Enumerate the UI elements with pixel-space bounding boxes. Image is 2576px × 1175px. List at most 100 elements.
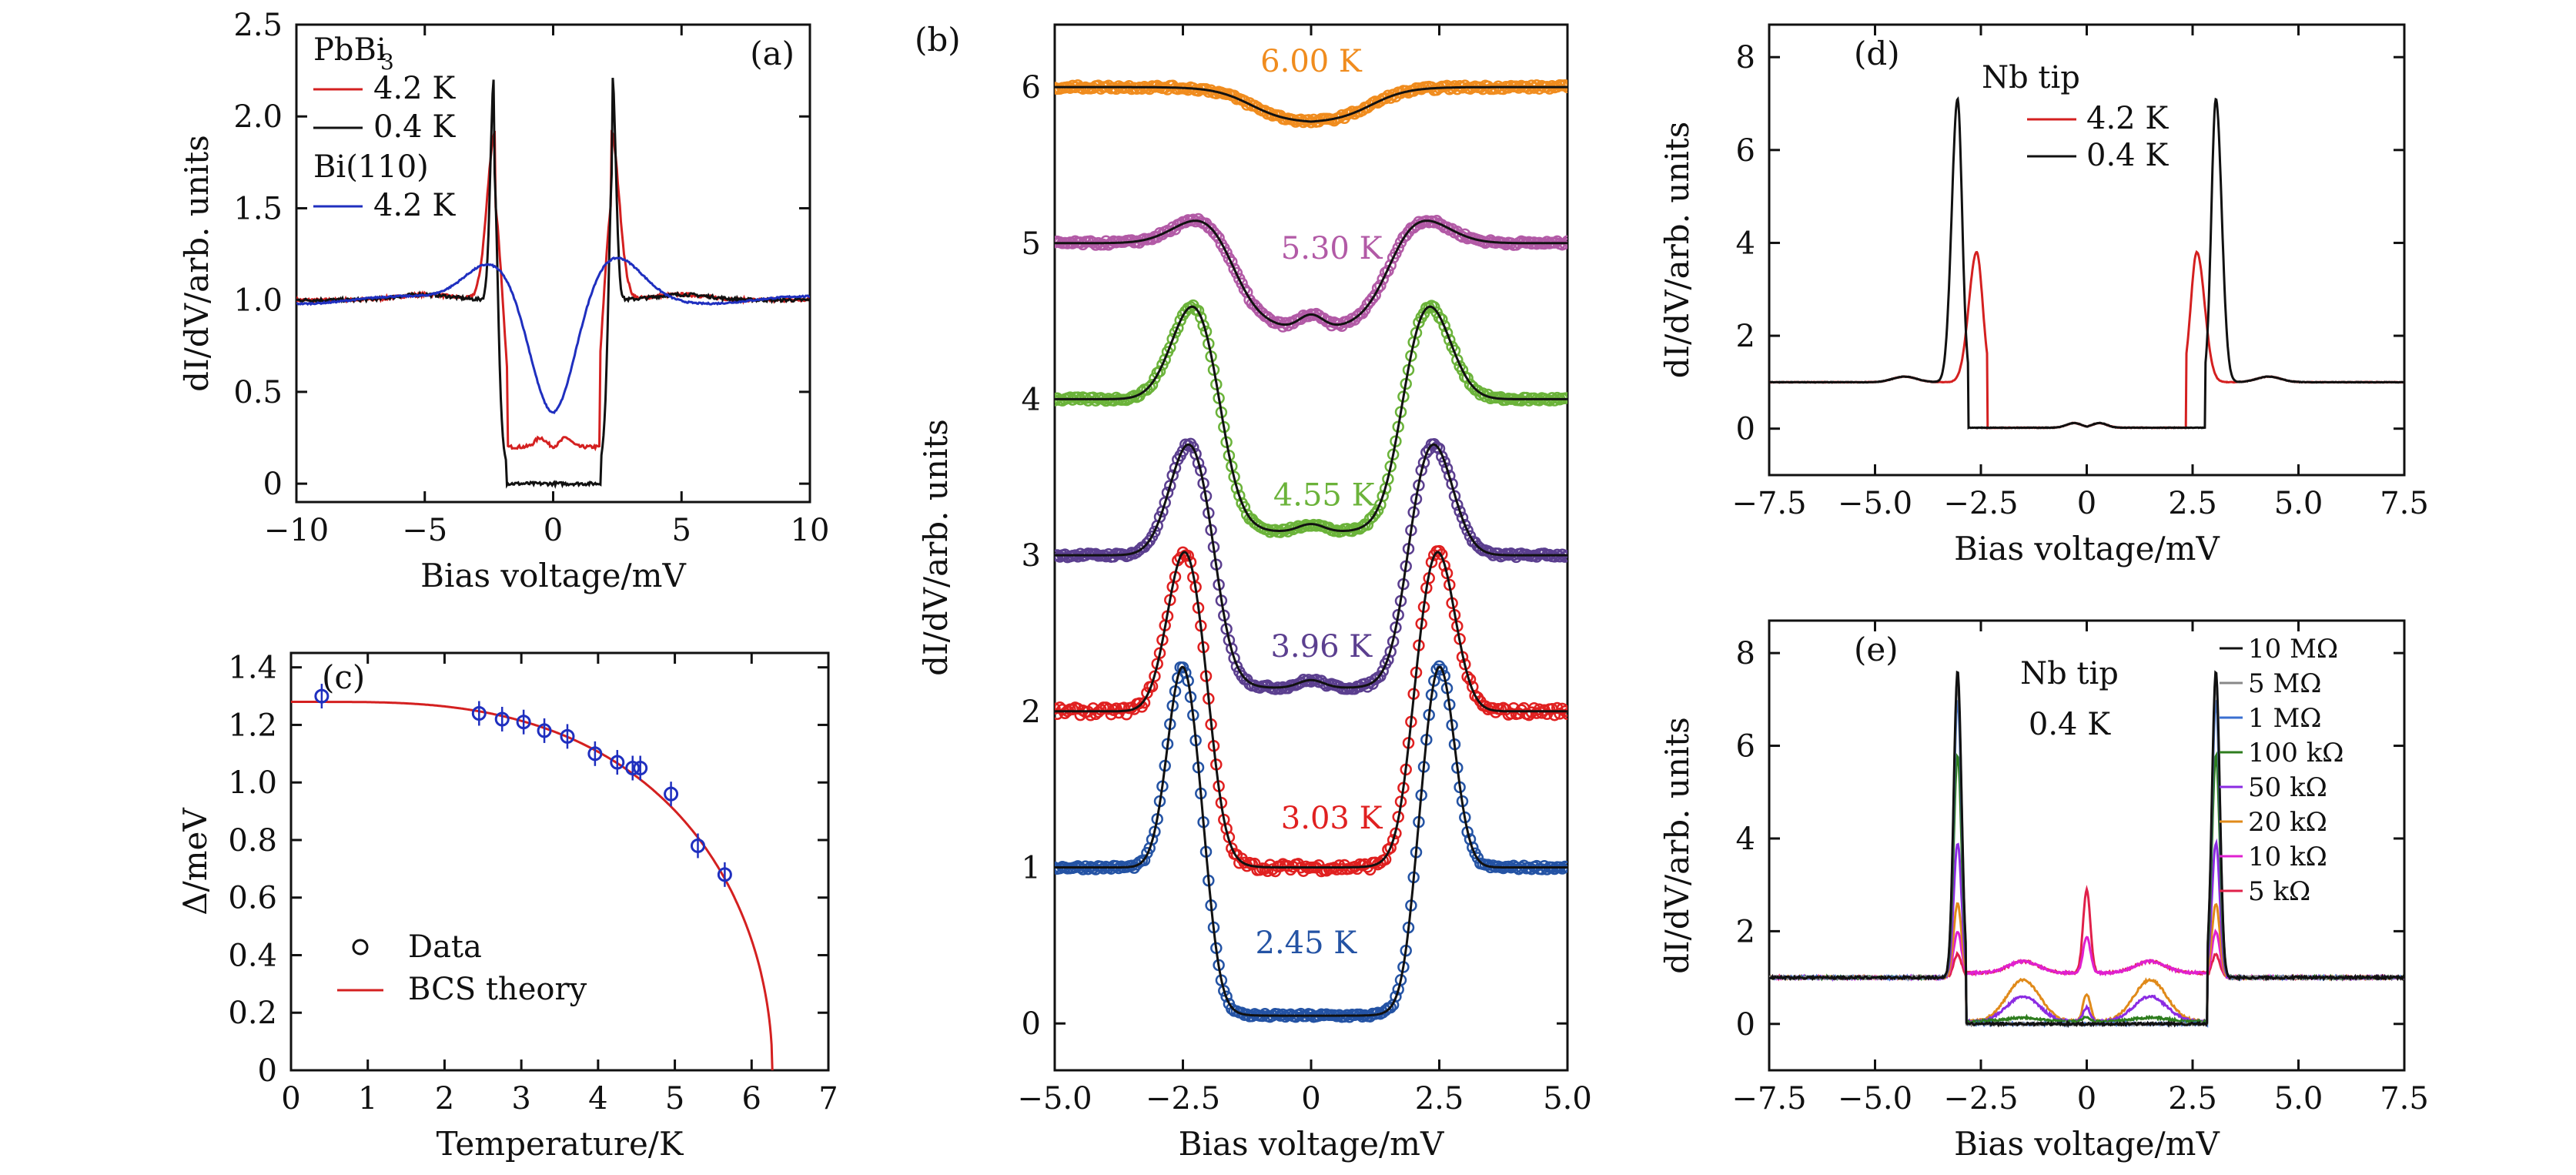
y-axis-label: dI/dV/arb. units	[1658, 122, 1696, 379]
data-point	[1433, 442, 1446, 455]
fit-line	[1055, 551, 1567, 869]
y-tick-label: 1.0	[233, 283, 283, 319]
data-point	[1236, 277, 1248, 290]
data-point	[1548, 708, 1561, 721]
data-point	[1384, 842, 1397, 854]
data-point	[1410, 326, 1423, 340]
y-tick-label: 2	[1736, 319, 1755, 354]
legend-entry: BCS theory	[408, 972, 587, 1007]
data-point	[1561, 708, 1567, 721]
legend-entry: 10 MΩ	[2248, 634, 2338, 664]
y-axis-label: dI/dV/arb. units	[1658, 717, 1696, 974]
data-point	[314, 688, 330, 704]
x-tick-label: −2.5	[1146, 1081, 1220, 1116]
y-tick-label: 1	[1022, 851, 1041, 886]
legend-group: Bi(110)	[313, 149, 429, 185]
series-label: 2.45 K	[1256, 926, 1358, 961]
data-point	[1438, 456, 1450, 468]
data-point	[1099, 394, 1112, 407]
x-axis-label: Bias voltage/mV	[1179, 1125, 1444, 1163]
series-points	[1055, 213, 1567, 333]
y-tick-label: 2.0	[233, 99, 283, 135]
data-point	[1467, 841, 1479, 854]
y-axis-label: dI/dV/arb. units	[917, 419, 955, 676]
x-tick-label: −5.0	[1017, 1081, 1092, 1116]
panel-a: −10 −5 0 5 10 0 0.5 1.0 1.5 2.0 2.5 Bias voltage/mV…	[178, 8, 829, 594]
plot-frame	[289, 651, 830, 1072]
x-tick-label: 2.5	[2168, 486, 2217, 521]
y-tick-label: 0	[1736, 412, 1755, 447]
x-tick-label: −7.5	[1731, 1081, 1806, 1116]
data-point	[1369, 289, 1381, 302]
data-point	[1454, 505, 1466, 517]
y-tick-label: 0	[263, 467, 283, 502]
legend-entry: 20 kΩ	[2248, 807, 2327, 838]
x-tick-label: −2.5	[1943, 486, 2018, 521]
data-point	[717, 867, 732, 882]
series-label: 6.00 K	[1260, 44, 1363, 79]
x-axis-label: Temperature/K	[437, 1125, 684, 1163]
panel-d: −7.5 −5.0 −2.5 0 2.5 5.0 7.5 0 2 4 6 8 Bias voltage/…	[1658, 23, 2429, 567]
data-point	[1138, 854, 1151, 867]
panel-label: (c)	[322, 658, 365, 696]
data-point	[1371, 504, 1384, 517]
series-line	[1769, 928, 2404, 982]
data-point	[1072, 551, 1084, 563]
data-point	[1182, 549, 1194, 562]
series-line	[1769, 249, 2404, 430]
legend-entry: 0.4 K	[373, 109, 456, 145]
fit-line	[1055, 443, 1567, 689]
legend-entry: 100 kΩ	[2248, 738, 2344, 768]
data-point	[1174, 314, 1186, 326]
bcs-fit-line	[291, 701, 774, 1070]
x-tick-label: −10	[264, 513, 329, 548]
y-tick-label: 0.8	[228, 823, 277, 859]
data-point	[1377, 273, 1389, 286]
data-point	[1390, 990, 1402, 1003]
panel-e: −7.5 −5.0 −2.5 0 2.5 5.0 7.5 0 2 4 6 8 Bias voltage/…	[1658, 619, 2429, 1163]
legend-title: Nb tip	[1982, 60, 2080, 95]
data-point	[494, 711, 510, 727]
data-point	[471, 705, 487, 721]
data-point	[1377, 490, 1389, 503]
x-tick-label: 5.0	[1543, 1081, 1592, 1116]
series-line	[1769, 670, 2404, 1029]
data-point	[1146, 379, 1159, 391]
x-tick-label: 0	[2077, 486, 2096, 521]
data-point	[1479, 700, 1492, 712]
legend-entry: 1 MΩ	[2248, 703, 2321, 734]
x-tick-label: 0	[1301, 1081, 1320, 1116]
x-tick-label: 2	[435, 1081, 454, 1116]
x-axis-label: Bias voltage/mV	[1954, 1125, 2220, 1163]
y-axis-label: dI/dV/arb. units	[178, 135, 216, 392]
data-point	[1240, 286, 1253, 299]
data-point	[516, 715, 531, 730]
data-point	[1164, 480, 1176, 492]
x-tick-label: 3	[511, 1081, 530, 1116]
plot-area	[1769, 670, 2404, 1029]
y-tick-label: 6	[1022, 70, 1041, 105]
y-tick-label: 3	[1022, 538, 1041, 574]
data-point	[1187, 441, 1199, 454]
legend-entry: 5 MΩ	[2248, 668, 2321, 699]
data-point	[1166, 333, 1179, 346]
data-point	[1461, 372, 1474, 384]
series-label: 3.03 K	[1281, 801, 1383, 836]
x-tick-label: −5	[402, 513, 447, 548]
y-tick-label: 8	[1736, 636, 1755, 671]
panel-label: (d)	[1854, 35, 1900, 72]
series-label: 4.55 K	[1273, 477, 1376, 513]
data-point	[625, 761, 641, 776]
data-point	[1377, 664, 1389, 678]
data-point	[1461, 524, 1474, 537]
data-point	[1433, 311, 1446, 324]
x-tick-label: 1	[358, 1081, 377, 1116]
data-point	[1230, 266, 1243, 280]
x-tick-label: 5	[672, 513, 691, 548]
data-point	[1210, 229, 1223, 242]
y-tick-label: 6	[1736, 729, 1755, 765]
annotation: 0.4 K	[2029, 707, 2111, 742]
data-point	[1172, 322, 1184, 334]
series-line	[1769, 96, 2404, 430]
x-tick-label: 2.5	[2168, 1081, 2217, 1116]
